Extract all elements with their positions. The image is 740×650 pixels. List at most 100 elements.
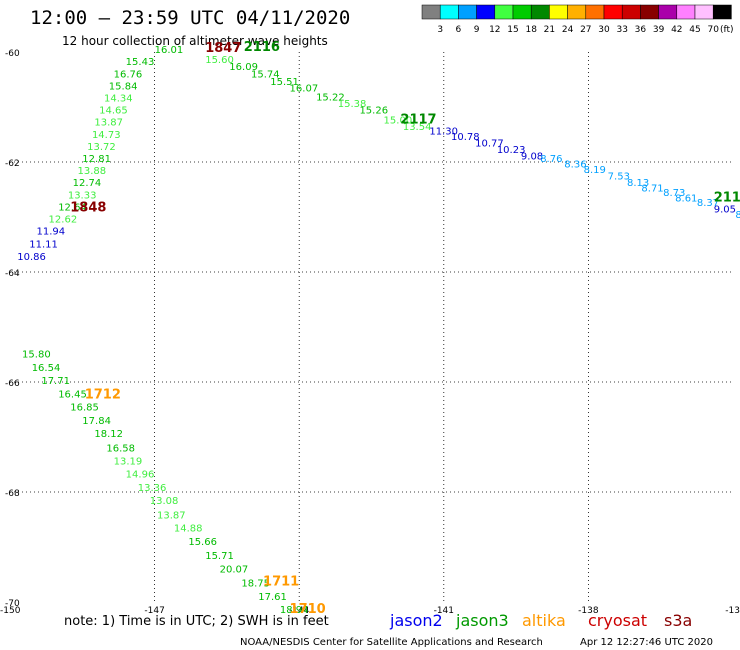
wave-height-value: 10.23 — [497, 145, 526, 156]
wave-height-value: 16.76 — [114, 69, 143, 80]
colorbar-swatch — [476, 4, 496, 20]
wave-height-value: 8.61 — [675, 194, 697, 205]
wave-height-value: 18.12 — [94, 429, 123, 440]
wave-height-value: 15.51 — [270, 77, 299, 88]
wave-height-value: 16.01 — [155, 45, 184, 56]
wave-height-value: 17.61 — [258, 592, 287, 603]
wave-height-value: 12.81 — [82, 154, 111, 165]
colorbar-swatch — [676, 4, 696, 20]
wave-height-value: 8.13 — [627, 178, 649, 189]
wave-height-value: 16.07 — [290, 84, 319, 95]
wave-height-value: 10.77 — [475, 139, 504, 150]
colorbar-swatch — [549, 4, 568, 20]
wave-height-value: 15.22 — [316, 92, 345, 103]
wave-height-value: 14.88 — [174, 524, 203, 535]
colorbar-label: 21 — [544, 25, 555, 35]
wave-height-value: 15.71 — [205, 551, 234, 562]
pass-time-label: 1847 — [205, 41, 241, 56]
colorbar-label: 33 — [616, 25, 627, 35]
colorbar-unit: (ft) — [720, 25, 734, 35]
colorbar-label: 27 — [580, 25, 591, 35]
wave-height-value: 15.00 — [384, 116, 413, 127]
wave-height-value: 15.66 — [188, 537, 217, 548]
wave-height-value: 14.34 — [104, 94, 133, 105]
colorbar-label: 9 — [474, 25, 480, 35]
colorbar-swatch — [530, 4, 550, 20]
wave-height-value: 11.30 — [429, 127, 458, 138]
colorbar-swatch — [512, 4, 532, 20]
colorbar-legend: 3 6 9 12 15 18 21 24 27 30 33 36 39 42 45 70 (ft) — [421, 4, 734, 35]
wave-height-value: 15.43 — [126, 57, 155, 68]
map-subtitle: 12 hour collection of altimeter wave hei… — [62, 34, 328, 48]
wave-height-value: 13.72 — [87, 142, 116, 153]
wave-height-value: 8.36 — [564, 160, 586, 171]
colorbar-label: 30 — [598, 25, 610, 35]
colorbar-label: 70 — [707, 25, 719, 35]
colorbar-label: 42 — [671, 25, 682, 35]
wave-height-value: 13.36 — [138, 483, 167, 494]
wave-height-value: 15.80 — [22, 349, 51, 360]
lon-tick-label: -147 — [144, 606, 164, 616]
lat-tick-label: -60 — [5, 49, 20, 59]
colorbar-swatch — [712, 4, 732, 20]
colorbar-swatch — [694, 4, 714, 20]
legend-jason2: jason2 — [389, 611, 443, 630]
pass-time-label: 1710 — [290, 602, 326, 617]
footer-credit: NOAA/NESDIS Center for Satellite Applica… — [240, 637, 543, 648]
wave-height-value: 8.76 — [735, 210, 740, 221]
colorbar-label: 3 — [437, 25, 443, 35]
wave-height-value: 15.26 — [359, 106, 388, 117]
colorbar-label: 15 — [507, 25, 518, 35]
legend-altika: altika — [522, 611, 566, 630]
wave-height-value: 14.96 — [126, 470, 155, 481]
satellite-legend: jason2 jason3 altika cryosat s3a — [389, 611, 692, 630]
colorbar-swatch — [567, 4, 587, 20]
wave-height-value: 11.11 — [29, 239, 58, 250]
wave-height-value: 13.33 — [68, 190, 97, 201]
colorbar-swatch — [494, 4, 514, 20]
wave-height-value: 16.85 — [70, 403, 99, 414]
map-title: 12:00 – 23:59 UTC 04/11/2020 — [30, 7, 350, 29]
wave-height-value: 16.45 — [58, 389, 87, 400]
wave-height-value: 15.60 — [205, 55, 234, 66]
footer-timestamp: Apr 12 12:27:46 UTC 2020 — [580, 637, 713, 648]
wave-height-value: 7.53 — [608, 172, 630, 183]
lon-tick-label: -150 — [0, 606, 21, 616]
colorbar-label: 45 — [689, 25, 700, 35]
wave-height-value: 16.58 — [106, 443, 135, 454]
wave-height-value: 18.75 — [241, 579, 270, 590]
wave-height-value: 13.08 — [150, 496, 179, 507]
wave-height-value: 20.07 — [220, 564, 249, 575]
legend-s3a: s3a — [664, 611, 692, 630]
wave-height-value: 14.65 — [99, 106, 128, 117]
wave-height-value: 13.87 — [94, 118, 123, 129]
wave-height-value: 13.54 — [403, 122, 432, 133]
wave-height-value: 13.88 — [77, 166, 106, 177]
colorbar-swatch — [458, 4, 477, 20]
lon-tick-label: -141 — [434, 606, 454, 616]
pass-time-label: 2116 — [244, 40, 280, 55]
pass-time-label: 2118 — [714, 191, 740, 206]
wave-height-value: 17.84 — [82, 416, 111, 427]
colorbar-label: 12 — [489, 25, 500, 35]
colorbar-swatch — [585, 4, 605, 20]
wave-height-value: 13.87 — [157, 510, 186, 521]
legend-cryosat: cryosat — [588, 611, 647, 630]
lat-tick-label: -62 — [5, 159, 20, 169]
pass-time-label: 1712 — [85, 388, 121, 403]
wave-height-value: 15.84 — [109, 81, 138, 92]
colorbar-swatch — [640, 4, 659, 20]
wave-height-value: 15.38 — [338, 99, 367, 110]
wave-height-value: 18.94 — [280, 605, 309, 616]
wave-height-value: 10.86 — [17, 252, 46, 263]
lat-tick-label: -70 — [5, 599, 20, 609]
wave-height-value: 11.94 — [37, 227, 66, 238]
wave-height-value: 14.73 — [92, 130, 121, 141]
track-2116: 15.6016.0915.7415.5116.0715.2215.3815.26… — [205, 55, 740, 221]
colorbar-swatch — [621, 4, 641, 20]
wave-height-value: 10.78 — [451, 132, 480, 143]
